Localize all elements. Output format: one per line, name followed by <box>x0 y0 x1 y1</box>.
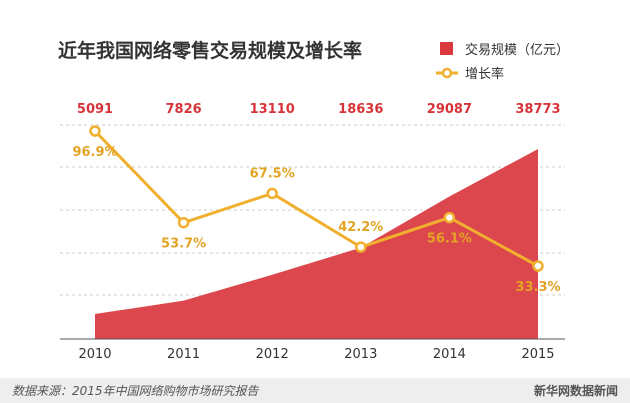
growth-point <box>266 187 278 200</box>
legend-area-swatch <box>440 42 453 55</box>
chart-title: 近年我国网络零售交易规模及增长率 <box>58 39 362 62</box>
legend: 交易规模（亿元） 增长率 <box>436 42 569 82</box>
growth-label: 42.2% <box>338 220 383 235</box>
value-label: 18636 <box>338 102 383 117</box>
x-tick-label: 2015 <box>521 347 554 362</box>
footer-source: 数据来源：2015年中国网络购物市场研究报告 <box>12 384 260 398</box>
growth-label: 96.9% <box>72 145 117 160</box>
growth-markers <box>89 125 544 272</box>
growth-point <box>89 125 101 137</box>
growth-label: 33.3% <box>515 280 560 295</box>
area-series-trade-volume <box>95 149 538 339</box>
growth-label: 56.1% <box>427 232 472 247</box>
growth-point <box>177 216 190 229</box>
x-tick-label: 2014 <box>433 347 466 362</box>
growth-point <box>355 241 367 253</box>
value-label: 13110 <box>250 102 295 117</box>
value-label: 38773 <box>515 102 560 117</box>
footer-brand: 新华网数据新闻 <box>534 383 618 398</box>
legend-area-label: 交易规模（亿元） <box>465 42 569 58</box>
value-label: 5091 <box>77 102 113 117</box>
value-label: 7826 <box>166 102 202 117</box>
growth-point <box>532 260 544 272</box>
x-tick-label: 2013 <box>344 347 377 362</box>
legend-line-label: 增长率 <box>465 66 504 82</box>
x-axis-ticks: 2010 2011 2012 2013 2014 2015 <box>78 347 554 362</box>
x-tick-label: 2012 <box>256 347 289 362</box>
value-labels: 5091 7826 13110 18636 29087 38773 <box>77 102 561 117</box>
legend-line-marker <box>441 67 453 79</box>
growth-point <box>443 211 456 224</box>
line-series-growth <box>93 129 539 268</box>
growth-label: 67.5% <box>250 166 295 181</box>
footer-bar <box>0 378 630 403</box>
x-tick-label: 2010 <box>78 347 111 362</box>
growth-label: 53.7% <box>161 237 206 252</box>
growth-labels: 96.9% 53.7% 67.5% 42.2% 56.1% 33.3% <box>72 145 560 295</box>
value-label: 29087 <box>427 102 472 117</box>
x-tick-label: 2011 <box>167 347 200 362</box>
